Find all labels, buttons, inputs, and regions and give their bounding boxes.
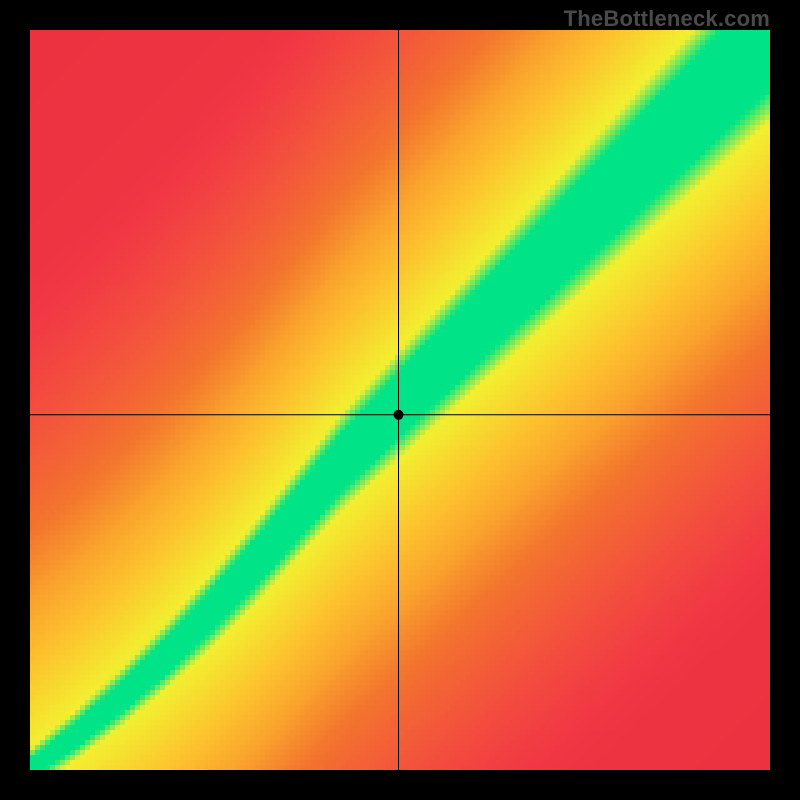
heatmap-chart [30,30,770,770]
watermark-text: TheBottleneck.com [564,6,770,32]
heatmap-canvas [30,30,770,770]
